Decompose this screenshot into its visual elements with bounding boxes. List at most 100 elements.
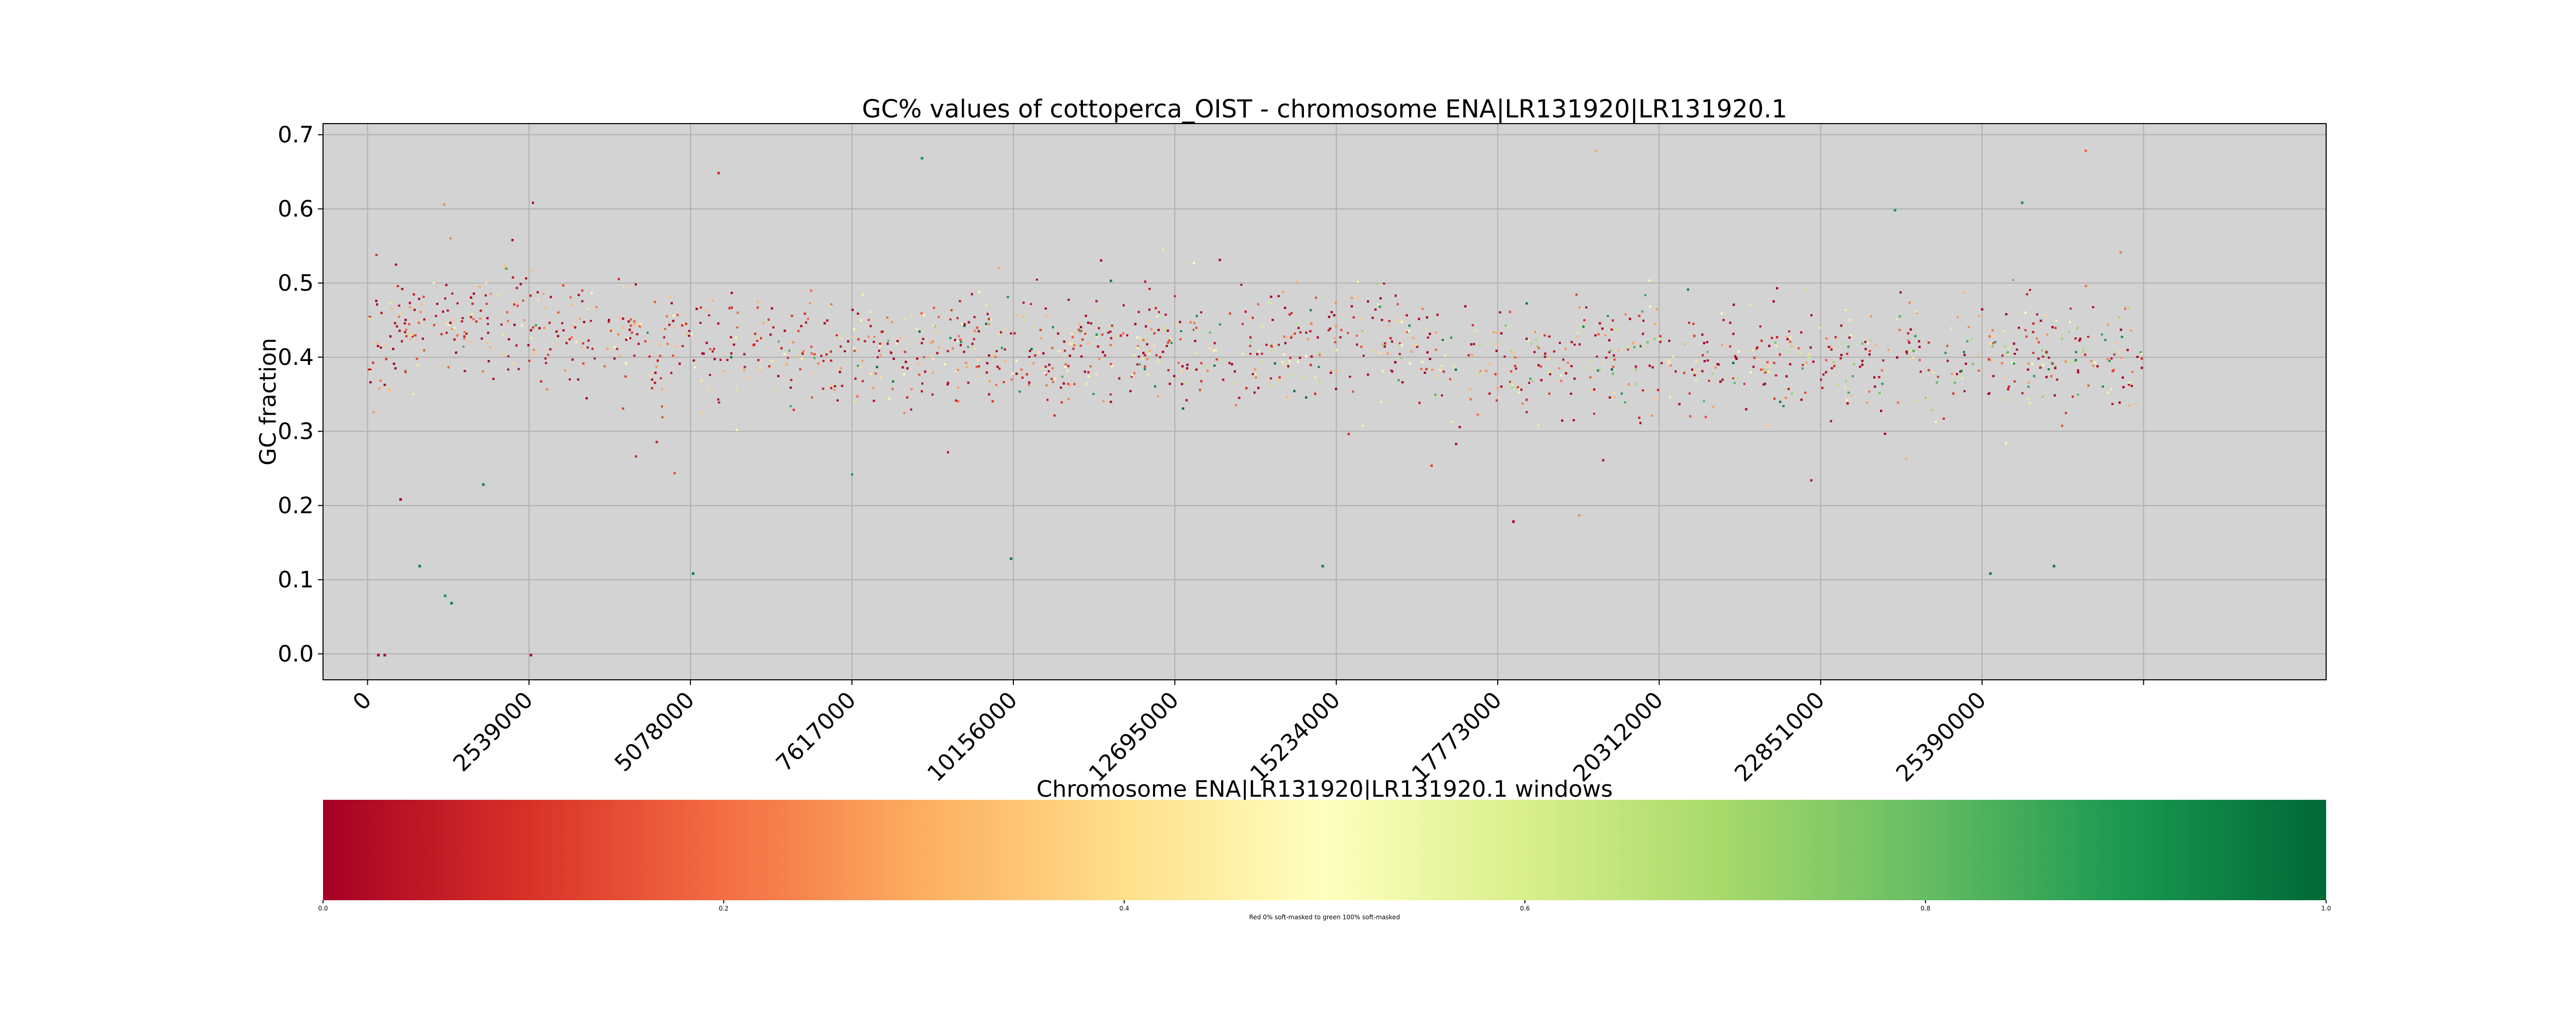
data-point [1961, 377, 1963, 380]
data-point [1596, 355, 1598, 358]
data-point [967, 346, 970, 348]
data-point [1305, 331, 1308, 334]
data-point [568, 378, 571, 381]
data-point [1963, 390, 1966, 392]
data-point [2069, 320, 2071, 323]
data-point [1149, 320, 1151, 322]
data-point [1278, 344, 1280, 346]
data-point [1822, 373, 1825, 376]
data-point [622, 285, 625, 288]
data-point [1249, 353, 1252, 355]
data-point [1073, 383, 1076, 385]
data-point [2039, 366, 2042, 369]
data-point [1063, 350, 1066, 352]
data-point [522, 299, 524, 302]
data-point [1269, 383, 1272, 386]
data-point [2026, 293, 2028, 296]
data-point [531, 270, 534, 272]
data-point [958, 335, 960, 337]
data-point [988, 323, 990, 325]
data-point [485, 303, 488, 305]
data-point [1272, 345, 1275, 347]
data-point [404, 369, 406, 372]
data-point [444, 297, 447, 300]
data-point [1001, 347, 1003, 349]
data-point [1063, 355, 1065, 357]
data-point [1498, 396, 1500, 398]
data-point [1315, 297, 1317, 299]
data-point [461, 317, 464, 319]
data-point [2015, 348, 2018, 351]
data-point [1269, 377, 1272, 380]
data-point [2029, 289, 2031, 291]
data-point [1706, 351, 1709, 353]
data-point [1852, 375, 1854, 377]
data-point [1174, 295, 1176, 297]
data-point [484, 294, 487, 297]
data-point [1046, 399, 1049, 401]
data-point [910, 408, 912, 411]
data-point [589, 320, 592, 322]
data-point [873, 336, 876, 338]
data-point [1355, 334, 1358, 337]
data-point [2013, 380, 2016, 383]
data-point [1082, 332, 1085, 335]
data-point [463, 337, 466, 340]
data-point [1150, 328, 1153, 331]
data-point [1830, 420, 1833, 422]
data-point [1080, 330, 1082, 332]
data-point [2070, 307, 2072, 310]
data-point [949, 318, 952, 321]
data-point [1549, 373, 1551, 375]
data-point [1425, 328, 1427, 331]
data-point [655, 366, 658, 368]
data-point [999, 331, 1002, 334]
data-point [500, 323, 503, 326]
data-point [1575, 294, 1578, 296]
data-point [705, 310, 707, 313]
data-point [688, 335, 690, 337]
data-point [1617, 349, 1620, 351]
data-point [2110, 357, 2113, 360]
data-point [1936, 381, 1938, 384]
data-point [772, 326, 775, 329]
data-point [1759, 325, 1761, 328]
data-point [1051, 347, 1054, 349]
data-point [903, 412, 906, 414]
data-point [2032, 352, 2035, 354]
data-point [1732, 377, 1735, 380]
data-point [2036, 337, 2038, 340]
data-point [1036, 279, 1038, 281]
data-point [1920, 370, 1922, 373]
data-point [412, 392, 415, 395]
data-point [590, 292, 593, 294]
data-point [956, 317, 959, 319]
data-point [1022, 301, 1025, 304]
data-point [978, 291, 981, 294]
data-point [1789, 336, 1791, 339]
data-point [974, 330, 976, 332]
data-point [1214, 349, 1217, 351]
data-point [1683, 372, 1685, 374]
data-point [1548, 392, 1551, 395]
chart-title: GC% values of cottoperca_OIST - chromoso… [862, 95, 1787, 124]
data-point [876, 356, 879, 358]
data-point [2074, 359, 2076, 362]
data-point [2042, 355, 2044, 358]
data-point [1586, 367, 1589, 369]
data-point [1383, 282, 1385, 285]
data-point [1167, 369, 1170, 371]
data-point [1722, 319, 1725, 321]
data-point [1291, 334, 1293, 337]
data-point [1963, 351, 1965, 353]
data-point [931, 393, 934, 396]
data-point [717, 398, 720, 401]
data-point [709, 348, 711, 350]
data-point [1844, 380, 1847, 383]
data-point [561, 284, 563, 286]
data-point [1352, 390, 1354, 393]
data-point [2013, 363, 2015, 365]
data-point [923, 356, 925, 358]
data-point [699, 321, 702, 324]
data-point [2036, 313, 2039, 316]
